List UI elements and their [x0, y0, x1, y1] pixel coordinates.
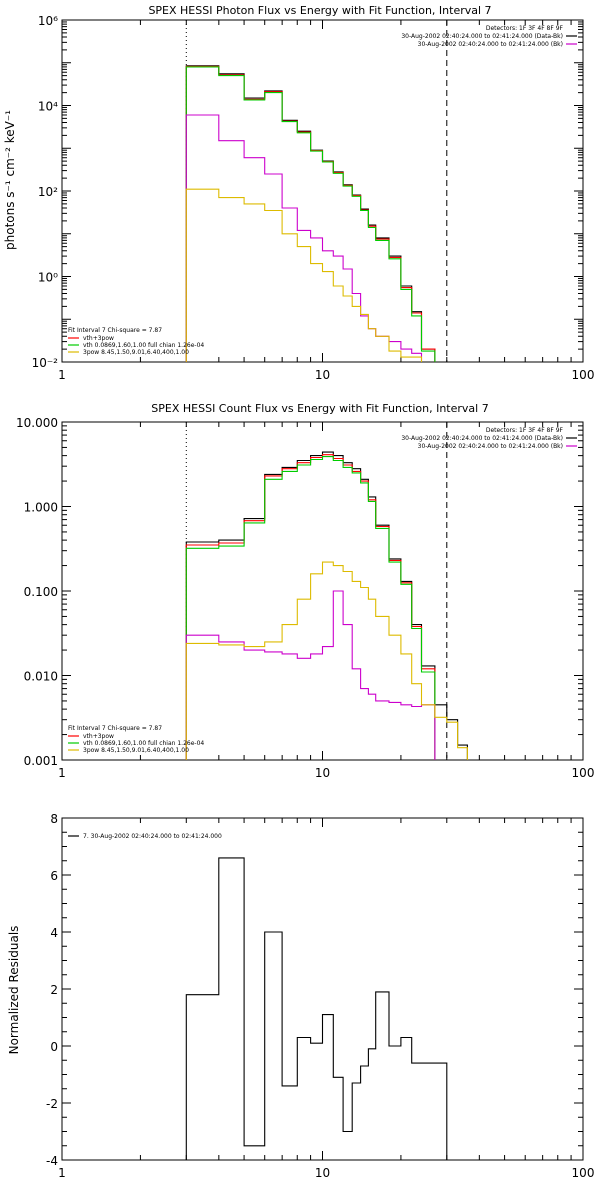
series-1-histogram [185, 454, 436, 760]
x-tick-label: 10 [315, 1166, 330, 1180]
data-series-group [185, 857, 448, 1160]
y-tick-label: 10⁰ [38, 271, 58, 285]
top-legend-text: Detectors: 1F 3F 4F 8F 9F [486, 25, 564, 32]
y-tick-label: 10.000 [16, 416, 58, 430]
y-tick-label: 10² [38, 185, 58, 199]
x-tick-label: 10 [315, 368, 330, 382]
data-series-group [185, 65, 448, 362]
series-4-histogram [185, 188, 423, 362]
count-flux-panel: SPEX HESSI Count Flux vs Energy with Fit… [16, 402, 594, 780]
series-0-histogram [185, 451, 468, 760]
top-legend-text: 30-Aug-2002 02:40:24.000 to 02:41:24.000… [418, 443, 563, 450]
bottom-legend-header: Fit Interval 7 Chi-square = 7.87 [68, 327, 162, 334]
x-tick-label: 100 [572, 766, 595, 780]
x-tick-label: 100 [572, 1166, 595, 1180]
top-legend-text: 30-Aug-2002 02:40:24.000 to 02:41:24.000… [418, 41, 563, 48]
y-tick-label: 2 [50, 983, 58, 997]
photon-flux-y-axis-label: photons s⁻¹ cm⁻² keV⁻¹ [3, 110, 17, 250]
residual-legend-text: 7. 30-Aug-2002 02:40:24.000 to 02:41:24.… [83, 833, 222, 840]
y-tick-label: 0.010 [24, 670, 58, 684]
plot-frame [61, 817, 584, 1161]
top-legend-text: 30-Aug-2002 02:40:24.000 to 02:41:24.000… [401, 33, 563, 40]
x-tick-label: 100 [572, 368, 595, 382]
x-tick-label: 10 [315, 766, 330, 780]
series-0-histogram [185, 857, 448, 1160]
data-series-group [185, 451, 468, 760]
top-legend-text: Detectors: 1F 3F 4F 8F 9F [486, 427, 564, 434]
photon-flux-panel: SPEX HESSI Photon Flux vs Energy with Fi… [3, 4, 595, 382]
bottom-legend-text: vth+3pow [83, 335, 114, 342]
bottom-legend-text: vth 0.0869,1.60,1.00 full chian 1.26e-04 [83, 740, 204, 747]
y-tick-label: 10⁻² [32, 356, 59, 370]
y-tick-label: 0 [50, 1040, 58, 1054]
y-tick-label: -2 [46, 1097, 58, 1111]
photon-flux-title: SPEX HESSI Photon Flux vs Energy with Fi… [148, 4, 491, 17]
x-tick-label: 1 [58, 368, 66, 382]
x-tick-label: 1 [58, 1166, 66, 1180]
bottom-legend-text: vth+3pow [83, 733, 114, 740]
y-tick-label: 1.000 [24, 501, 58, 515]
y-tick-label: 8 [50, 812, 58, 826]
series-4-histogram [185, 561, 468, 760]
plot-frame [61, 421, 584, 761]
series-0-histogram [185, 65, 448, 362]
bottom-legend-header: Fit Interval 7 Chi-square = 7.87 [68, 725, 162, 732]
y-tick-label: 0.001 [24, 754, 58, 768]
y-tick-label: 10⁴ [38, 100, 58, 114]
series-3-histogram [185, 590, 436, 760]
y-tick-label: 4 [50, 926, 58, 940]
residuals-y-axis-label: Normalized Residuals [7, 926, 21, 1055]
y-tick-label: 0.100 [24, 585, 58, 599]
bottom-legend-text: 3pow 8.45,1.50,9.01,6.40,400,1.00 [83, 747, 189, 754]
series-1-histogram [185, 65, 436, 362]
y-tick-label: -4 [46, 1154, 58, 1168]
bottom-legend-text: vth 0.0869,1.60,1.00 full chian 1.26e-04 [83, 342, 204, 349]
count-flux-title: SPEX HESSI Count Flux vs Energy with Fit… [151, 402, 488, 415]
y-tick-label: 10⁶ [38, 14, 58, 28]
y-tick-label: 6 [50, 869, 58, 883]
series-3-histogram [185, 114, 423, 362]
residuals-panel: Normalized Residuals 1 10 100 -4 -2 0 2 4 6 8 7. 3… [7, 812, 594, 1180]
x-tick-label: 1 [58, 766, 66, 780]
series-2-histogram [185, 456, 436, 760]
top-legend-text: 30-Aug-2002 02:40:24.000 to 02:41:24.000… [401, 435, 563, 442]
plot-frame [61, 19, 584, 363]
series-2-histogram [185, 66, 436, 362]
bottom-legend-text: 3pow 8.45,1.50,9.01,6.40,400,1.00 [83, 349, 189, 356]
